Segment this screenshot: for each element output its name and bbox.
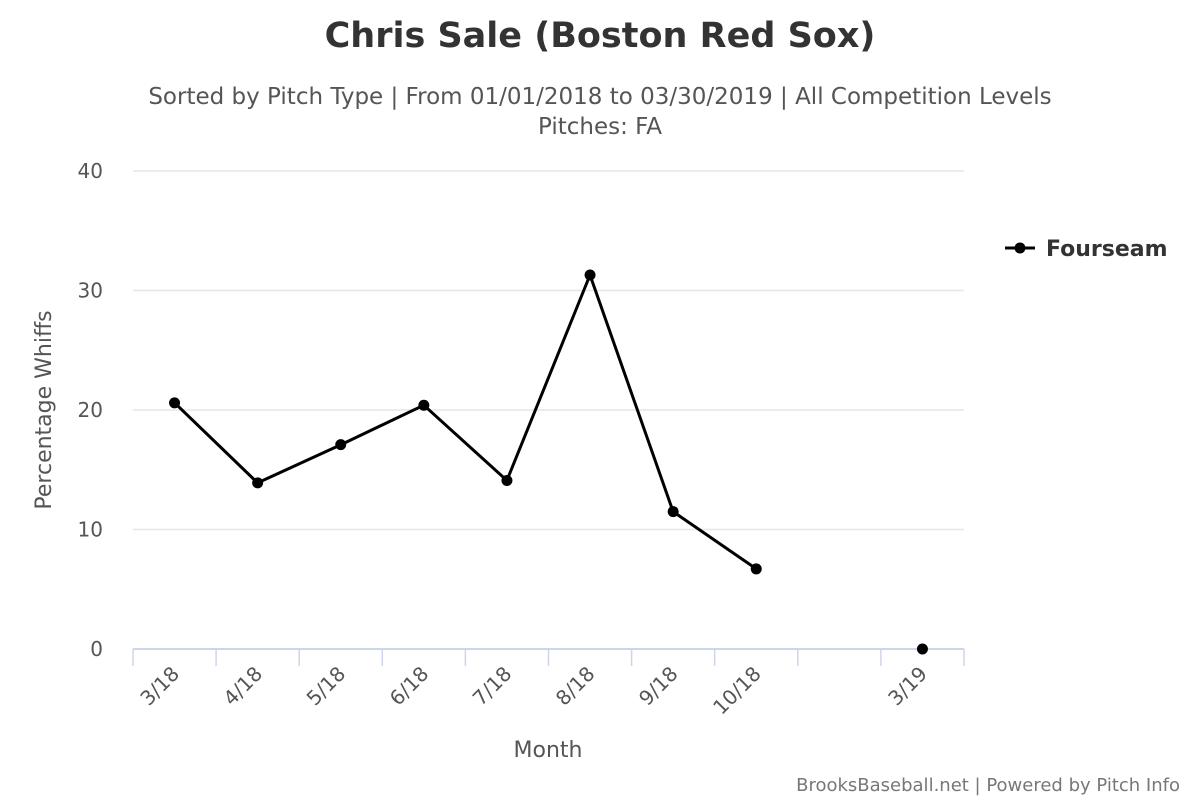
x-axis-ticks: 3/18 4/18 5/18 6/18 7/18 8/18 9/18 10/18 3/19 <box>135 662 932 720</box>
data-point[interactable] <box>169 397 181 409</box>
data-point[interactable] <box>335 439 347 451</box>
x-tick-label: 3/18 <box>135 662 184 711</box>
data-point[interactable] <box>584 269 596 281</box>
legend-marker-fourseam <box>1014 242 1026 254</box>
data-point[interactable] <box>916 643 928 655</box>
legend-label-fourseam: Fourseam <box>1046 237 1168 262</box>
data-point[interactable] <box>501 475 513 487</box>
x-tick-label: 8/18 <box>551 662 600 711</box>
x-tick-label: 9/18 <box>634 662 683 711</box>
y-tick-label: 20 <box>78 398 103 422</box>
chart-title: Chris Sale (Boston Red Sox) <box>325 16 876 56</box>
y-tick-label: 30 <box>78 279 103 303</box>
x-tick-label: 4/18 <box>218 662 267 711</box>
data-point[interactable] <box>418 399 430 411</box>
y-tick-label: 0 <box>90 637 103 661</box>
y-axis-ticks: 0 10 20 30 40 <box>78 159 103 661</box>
x-tick-label: 10/18 <box>708 662 766 720</box>
x-tick-label: 5/18 <box>302 662 351 711</box>
legend[interactable]: Fourseam <box>1005 237 1168 262</box>
x-axis-title: Month <box>514 738 583 763</box>
grid-lines <box>133 170 964 531</box>
chart-subtitle-line2: Pitches: FA <box>538 114 662 140</box>
y-axis-title: Percentage Whiffs <box>32 310 57 509</box>
credits[interactable]: BrooksBaseball.net | Powered by Pitch In… <box>796 775 1180 796</box>
chart-subtitle-line1: Sorted by Pitch Type | From 01/01/2018 t… <box>148 84 1051 110</box>
x-tick-label: 7/18 <box>468 662 517 711</box>
x-tick-label: 3/19 <box>883 662 932 711</box>
y-tick-label: 10 <box>78 518 103 542</box>
data-point[interactable] <box>750 563 762 575</box>
data-point[interactable] <box>667 506 679 518</box>
x-tick-label: 6/18 <box>385 662 434 711</box>
x-axis <box>132 648 965 666</box>
series-fourseam[interactable] <box>169 269 928 655</box>
y-tick-label: 40 <box>78 159 103 183</box>
data-point[interactable] <box>252 477 264 489</box>
series-line <box>173 273 758 571</box>
